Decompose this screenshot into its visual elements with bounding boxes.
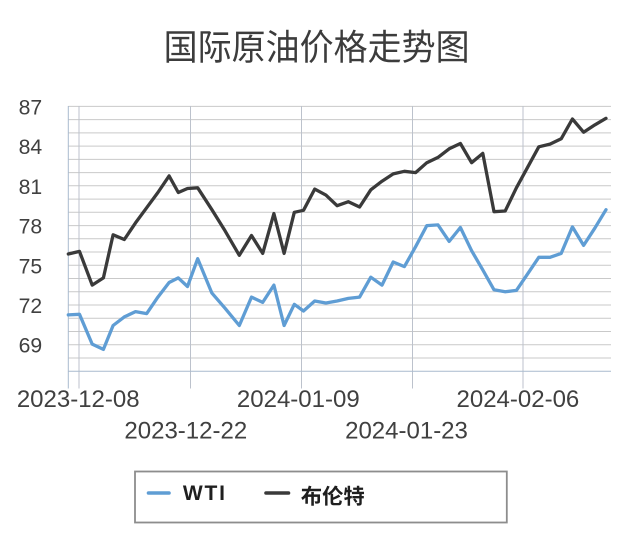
svg-text:84: 84 (19, 136, 43, 159)
svg-text:81: 81 (19, 176, 43, 199)
svg-text:2024-02-06: 2024-02-06 (457, 386, 580, 413)
svg-text:69: 69 (19, 335, 43, 358)
svg-text:2023-12-22: 2023-12-22 (124, 418, 247, 445)
svg-text:75: 75 (19, 255, 43, 278)
svg-text:78: 78 (19, 216, 43, 239)
svg-text:WTI: WTI (183, 482, 227, 505)
svg-text:87: 87 (19, 96, 43, 119)
svg-text:72: 72 (19, 295, 43, 318)
svg-text:2023-12-08: 2023-12-08 (17, 386, 140, 413)
svg-text:2024-01-09: 2024-01-09 (237, 386, 360, 413)
svg-text:2024-01-23: 2024-01-23 (345, 418, 468, 445)
